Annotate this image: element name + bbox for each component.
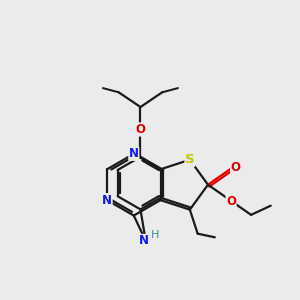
Text: O: O: [231, 161, 241, 174]
Text: N: N: [129, 147, 139, 161]
Text: N: N: [102, 194, 112, 207]
Text: O: O: [136, 123, 146, 136]
Text: N: N: [139, 234, 149, 248]
Text: O: O: [226, 195, 236, 208]
Text: S: S: [185, 153, 195, 166]
Text: H: H: [151, 230, 160, 240]
